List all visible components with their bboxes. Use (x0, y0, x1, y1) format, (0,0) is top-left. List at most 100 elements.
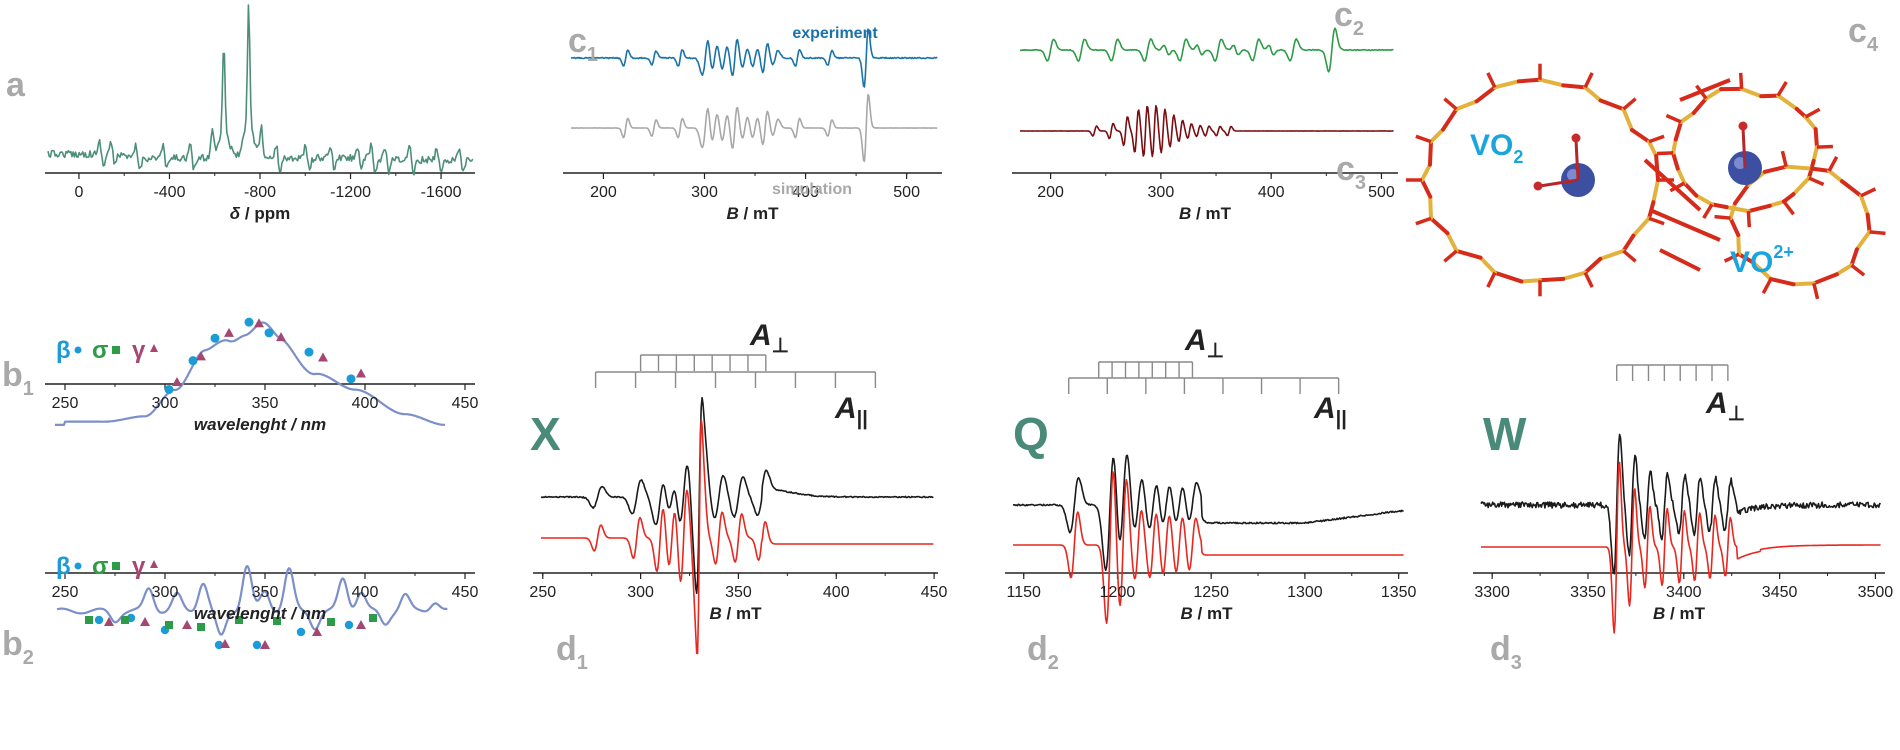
hf-subscript: ⊥ (1728, 403, 1745, 425)
panel-subscript: 1 (23, 378, 34, 400)
o-si-bond (1420, 178, 1433, 199)
gamma-point (260, 640, 270, 649)
x-tick-label: 250 (52, 395, 79, 412)
o-si-bond (1516, 77, 1542, 84)
terminal-o-bond (1782, 200, 1795, 216)
x-tick-label: 3350 (1570, 584, 1606, 601)
o-si-bond (1865, 212, 1872, 234)
x-axis-label: B / mT (1653, 604, 1706, 623)
x-tick-label: 350 (252, 395, 279, 412)
bridge-bond (1643, 158, 1702, 212)
x-axis-label: δ / ppm (230, 204, 290, 223)
vanadium-highlight (1734, 157, 1746, 169)
si-o-bond (1671, 137, 1678, 155)
beta-point (210, 333, 220, 343)
vo2plus-text: VO (1730, 246, 1773, 279)
beta-point (346, 374, 356, 384)
panel-label: b2 (2, 625, 34, 669)
x-axis-label: wavelenght / nm (194, 415, 326, 434)
legend-gamma-label: γ (132, 553, 146, 580)
terminal-o-bond (1816, 144, 1833, 149)
hf-subscript: || (1336, 408, 1347, 430)
x-tick-label: 300 (152, 584, 179, 601)
si-o-bond (1858, 193, 1870, 217)
legend-gamma-marker (150, 560, 158, 568)
x-tick-label: 400 (352, 584, 379, 601)
panel-label: b1 (2, 356, 34, 400)
series-label-experiment: experiment (792, 25, 878, 42)
terminal-o-bond (1622, 97, 1637, 111)
beta-point (94, 615, 104, 625)
x-tick-label: -800 (244, 184, 276, 201)
x-tick-label: 450 (921, 584, 948, 601)
c3-spectrum (1020, 105, 1394, 158)
x-tick-label: 3450 (1762, 584, 1798, 601)
terminal-o-bond (1780, 150, 1788, 168)
sigma-point (85, 616, 93, 624)
terminal-o-bond (1869, 230, 1886, 236)
x-axis-label: B / mT (1179, 204, 1232, 223)
si-o-bond (1519, 278, 1542, 284)
beta-point (304, 347, 314, 357)
o-si-bond (1671, 150, 1680, 171)
x-tick-label: 1200 (1100, 584, 1136, 601)
x-tick-label: 200 (1037, 184, 1064, 201)
legend-beta-label: β (56, 553, 71, 580)
x-tick-label: 500 (1368, 184, 1395, 201)
nmr-spectrum (47, 4, 474, 176)
labels-layer: 0 -400 -800 -1200 -1600 δ / ppm 200 300 400 500 B … (2, 0, 1893, 674)
vo2plus-label: VO2+ (1730, 242, 1794, 279)
o-si-bond (1709, 202, 1729, 210)
legend-sigma-label: σ (92, 553, 108, 580)
hf_perp-label: A⊥ (749, 319, 789, 357)
o-si-bond (1561, 83, 1588, 90)
x-tick-label: -1600 (421, 184, 462, 201)
hf-symbol: A (1705, 387, 1728, 420)
panel-letter: d (1490, 630, 1511, 668)
x-axis-unit: / ppm (240, 204, 290, 223)
o-si-bond (1840, 179, 1863, 198)
x-axis-unit: / mT (1193, 604, 1233, 623)
gamma-point (182, 620, 192, 629)
o-si-bond (1691, 96, 1709, 115)
beta-point (164, 385, 174, 395)
series-label-simulation: simulation (772, 181, 852, 198)
gamma-point (318, 352, 328, 362)
gamma-point (312, 627, 322, 636)
x-tick-label: -400 (153, 184, 185, 201)
bridge-bond (1679, 78, 1731, 102)
experiment-spectrum (570, 28, 938, 88)
o-si-bond (1762, 164, 1789, 174)
x-axis-label: B / mT (727, 204, 780, 223)
si-o-bond (1803, 114, 1818, 132)
terminal-o-bond (1583, 72, 1594, 89)
band-label-Q: Q (1013, 408, 1049, 460)
x-axis-symbol: δ (230, 204, 241, 223)
simulated-epr-trace (541, 418, 934, 655)
si-o-bond (1583, 85, 1603, 103)
gamma-point (140, 617, 150, 626)
terminal-o-bond (1486, 72, 1497, 89)
si-o-bond (1854, 229, 1872, 252)
terminal-o-bond (1702, 203, 1714, 219)
hf-symbol: A (1313, 392, 1336, 425)
si-o-bond (1704, 87, 1724, 101)
experimental-epr-trace (540, 396, 934, 594)
si-o-bond (1675, 166, 1687, 186)
si-o-bond (1621, 107, 1635, 133)
x-tick-label: 400 (823, 584, 850, 601)
sigma-point (273, 617, 281, 625)
legend-gamma-label: γ (132, 337, 146, 364)
si-o-bond (1791, 176, 1811, 197)
o-si-bond (1427, 139, 1433, 167)
si-o-bond (1420, 162, 1432, 182)
terminal-o-bond (1583, 271, 1594, 288)
si-o-bond (1454, 99, 1479, 112)
v-o-bond (1574, 139, 1580, 181)
panel-label: d3 (1490, 630, 1522, 674)
terminal-o-bond (1738, 72, 1744, 89)
panel-letter: b (2, 356, 23, 394)
zeolite-structure (1406, 63, 1886, 300)
sigma-point (235, 616, 243, 624)
